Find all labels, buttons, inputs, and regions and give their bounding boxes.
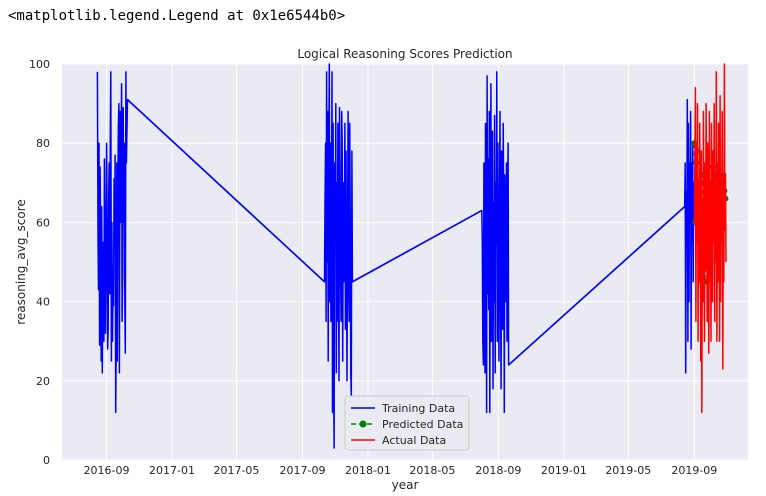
x-tick-label: 2017-01 — [149, 464, 195, 477]
y-tick-labels: 0 20 40 60 80 100 — [29, 58, 50, 467]
x-tick-label: 2018-05 — [409, 464, 455, 477]
x-tick-label: 2018-01 — [345, 464, 391, 477]
series-layer — [96, 63, 729, 449]
x-tick-label: 2018-09 — [475, 464, 521, 477]
legend-training-label: Training Data — [381, 402, 455, 415]
legend-predicted-label: Predicted Data — [382, 418, 463, 431]
y-grid — [62, 63, 748, 461]
y-tick-label: 100 — [29, 58, 50, 71]
plot-area — [62, 64, 748, 460]
x-grid — [106, 64, 695, 460]
legend-actual-label: Actual Data — [382, 434, 446, 447]
x-tick-label: 2017-09 — [279, 464, 325, 477]
x-tick-label: 2019-01 — [541, 464, 587, 477]
legend-box — [344, 395, 470, 451]
x-tick-label: 2017-05 — [213, 464, 259, 477]
y-tick-label: 40 — [36, 296, 50, 309]
y-tick-label: 80 — [36, 137, 50, 150]
x-tick-label: 2019-09 — [671, 464, 717, 477]
x-tick-label: 2019-05 — [605, 464, 651, 477]
training-data-bridge — [352, 209, 483, 283]
x-tick-label: 2016-09 — [84, 464, 130, 477]
x-tick-labels: 2016-09 2017-01 2017-05 2017-09 2018-01 2018-… — [84, 464, 718, 477]
training-data-bridge — [126, 99, 325, 283]
actual-data-line — [693, 63, 727, 414]
y-axis-label: reasoning_avg_score — [14, 199, 28, 324]
y-tick-label: 60 — [36, 216, 50, 229]
x-axis-label: year — [392, 478, 419, 492]
output-repr-text: <matplotlib.legend.Legend at 0x1e6544b0> — [8, 8, 346, 24]
y-tick-label: 0 — [43, 454, 50, 467]
chart-title: Logical Reasoning Scores Prediction — [297, 47, 512, 61]
legend: Training Data Predicted Data Actual Data — [344, 395, 470, 451]
y-tick-label: 20 — [36, 375, 50, 388]
training-data-line — [96, 63, 696, 449]
legend-predicted-marker — [359, 420, 367, 428]
training-data-bridge — [508, 206, 686, 366]
